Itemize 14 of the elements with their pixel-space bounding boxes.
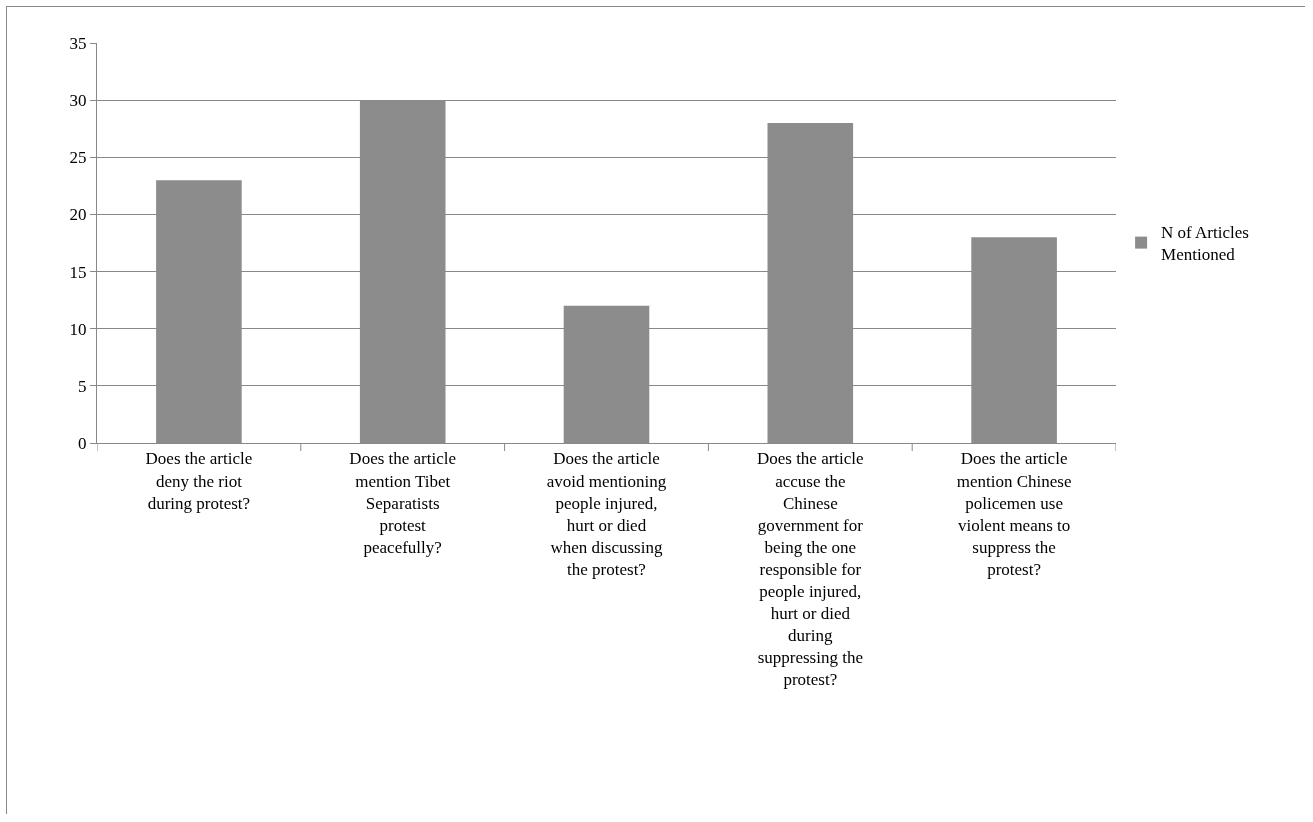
y-tick-label: 35 — [69, 33, 87, 53]
y-tick-label: 0 — [78, 433, 87, 453]
category-label: Does the article accuse the Chinese government for being the one responsible for people injured, hurt or died during suppressing the protest? — [756, 449, 864, 690]
x-tick-label: Does the article avoid mentioning people injured, hurt or died when discussing the protest? — [546, 449, 667, 579]
y-tick-label: 20 — [69, 205, 87, 225]
y-tick-label: 10 — [69, 319, 87, 339]
y-tick-label: 30 — [69, 91, 87, 111]
y-tick-label: 5 — [78, 376, 87, 396]
x-tick-label: Does the article mention Chinese policemen use violent means to suppress the protest? — [956, 449, 1072, 579]
y-tick-label: 15 — [69, 262, 87, 282]
x-tick-label: Does the article deny the riot during protest? — [145, 449, 253, 513]
x-tick-label: Does the article mention Tibet Separatists protest peacefully? — [349, 449, 457, 557]
y-tick-label: 25 — [69, 148, 87, 168]
legend-label: N of Articles Mentioned — [1161, 223, 1249, 265]
